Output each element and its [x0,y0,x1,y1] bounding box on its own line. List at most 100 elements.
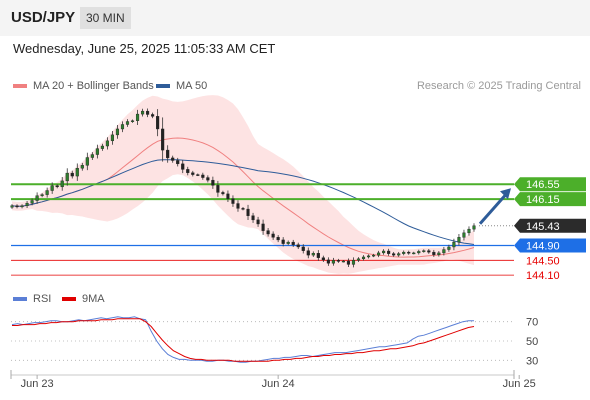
candle-body [427,250,431,253]
rsi-ma-line [12,318,475,362]
candle-body [371,254,376,257]
legend-rsi: RSI [13,293,51,305]
candle-body [206,177,210,181]
level-lines [11,183,514,276]
legend-ma50-label: MA 50 [176,80,208,92]
candle-body [156,116,160,130]
candle-body [85,157,89,166]
candle-body [90,154,94,158]
candle-body [166,149,170,159]
rsi-pane: 70 50 30 [11,316,538,367]
level-tags: 146.55 146.15 145.43 144.90 144.50 144.10 [514,177,586,282]
candle-body [226,193,230,199]
candle-body [211,179,215,186]
candle-body [241,208,245,210]
candle-body [256,219,260,225]
candle-body [196,174,200,176]
candle-body [452,241,456,248]
candle-body [130,120,135,122]
level-tag-bg [514,218,586,233]
rsi-swatch [13,297,27,302]
candle-body [271,233,275,238]
rsi-line [11,316,474,363]
datetime-label: Wednesday, June 25, 2025 11:05:33 AM CET [13,41,276,56]
ma50-swatch [156,84,170,89]
candle-body [171,157,175,161]
level-tag-label: 146.15 [526,194,560,206]
candle-body [221,192,225,195]
symbol-label: USD/JPY [11,9,76,26]
candle-body [331,260,335,264]
level-tag-label: 144.90 [526,240,560,252]
candle-body [146,110,150,115]
candle-body [366,255,371,258]
candle-body [25,202,29,206]
forecast-arrow-head [500,188,511,200]
candle-body [397,253,401,256]
candle-body [50,185,54,191]
candle-body [176,160,180,165]
candle-body [161,128,165,151]
candle-body [40,194,44,196]
candle-body [351,260,356,265]
rsi-tick-label: 30 [526,355,538,367]
candle-body [140,110,145,115]
moving-averages [11,137,475,258]
level-tag-resistance: 146.55 [514,177,586,192]
candle-body [301,246,305,251]
legend-ma20-label: MA 20 + Bollinger Bands [33,80,154,92]
candle-body [135,113,140,121]
candle-body [447,246,451,250]
candle-body [442,249,446,254]
candle-body [311,253,315,256]
candle-body [266,230,270,235]
candle-body [382,250,386,254]
level-tag-bg [514,238,586,253]
candle-body [321,257,325,261]
candle-body [105,140,109,147]
candle-body [387,250,391,254]
ma50-line [11,159,475,245]
ma20-swatch [13,84,27,89]
level-tag-bg [514,192,586,207]
candle-body [422,250,426,252]
candle-body [407,251,411,254]
level-tag-label: 145.43 [526,221,560,233]
candle-body [336,260,340,262]
x-tick-label: Jun 25 [503,378,536,390]
candle-body [70,172,74,177]
candle-body [261,223,265,231]
candle-body [316,253,320,258]
candle-body [201,174,205,178]
candle-body [377,252,381,256]
candle-body [10,205,14,208]
candle-body [462,232,466,238]
rsi-tick-label: 70 [526,317,538,329]
candle-body [437,252,441,255]
candle-body [402,251,406,254]
candle-body [432,251,436,255]
candle-body [291,241,295,245]
candle-body [246,208,250,216]
level-tag-resistance: 146.15 [514,192,586,207]
chart-header: USD/JPY 30 MIN [0,0,590,36]
candle-body [412,252,416,255]
timeframe-button[interactable]: 30 MIN [80,7,131,29]
legend-ma50: MA 50 [156,80,207,92]
candle-body [457,237,461,243]
candle-body [110,134,115,142]
candle-body [346,260,351,265]
candle-body [392,253,396,256]
forecast-arrow [478,188,511,225]
candle-body [100,145,104,149]
candle-body [341,260,346,263]
legend-ma20: MA 20 + Bollinger Bands [13,80,154,92]
candle-body [276,237,280,241]
candle-body [216,185,220,193]
legend-rsi-label: RSI [33,293,52,305]
candle-body [251,215,255,221]
forecast-arrow-shaft [478,192,509,225]
candle-body [191,172,195,175]
level-tag-support: 144.50 [526,255,560,267]
